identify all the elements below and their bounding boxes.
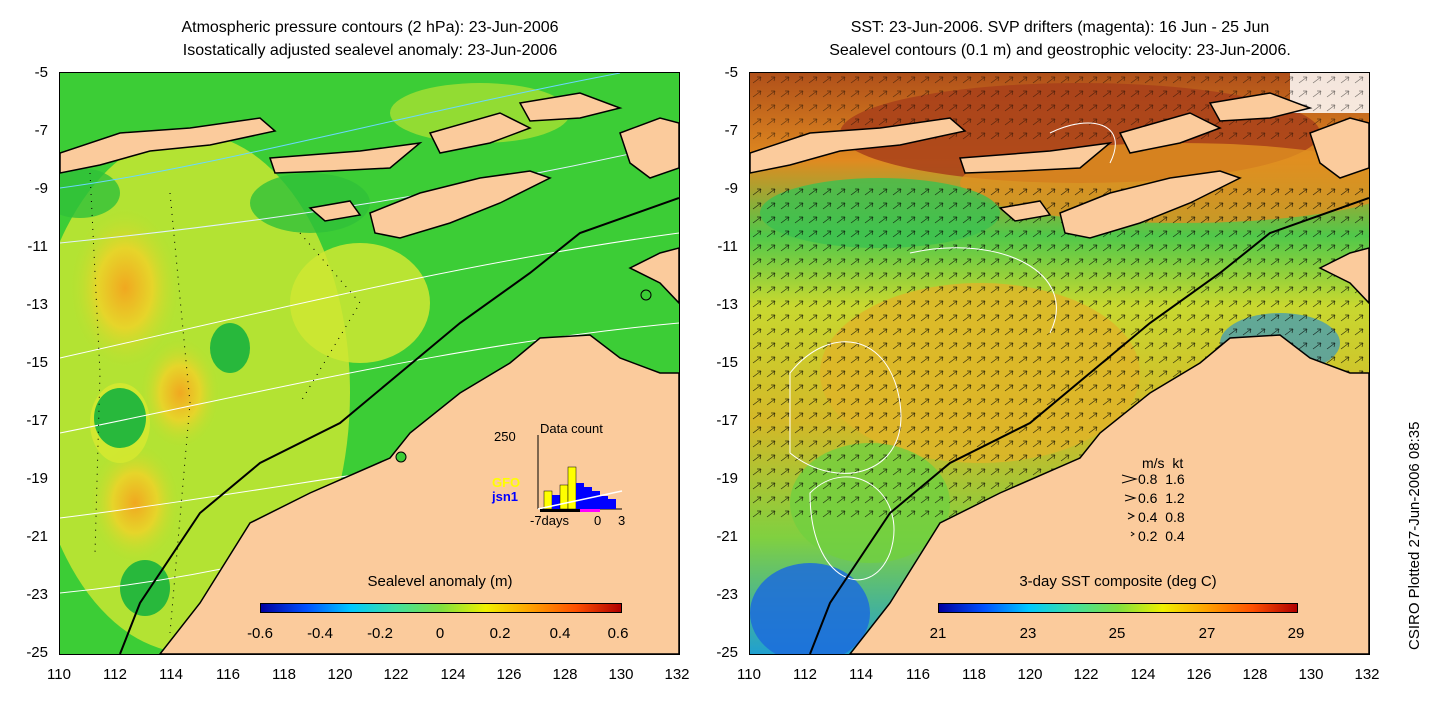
- left-x-tick: 116: [216, 666, 240, 683]
- data-count-histogram: Data count 250 GFO jsn1 -7days 0 3: [491, 421, 625, 528]
- left-y-tick: -7: [34, 122, 48, 139]
- right-x-tick: 116: [906, 666, 930, 683]
- left-colorbar-tick: 0.4: [549, 625, 571, 642]
- velocity-legend-row: 0.4 0.8: [1138, 509, 1185, 525]
- right-colorbar-tick: 23: [1019, 625, 1037, 642]
- right-x-tick: 130: [1298, 666, 1324, 683]
- left-title-line2: Isostatically adjusted sealevel anomaly:…: [182, 42, 558, 59]
- right-title-line1: SST: 23-Jun-2006. SVP drifters (magenta)…: [850, 19, 1270, 36]
- right-y-tick: -11: [717, 238, 738, 255]
- velocity-legend-header: m/s kt: [1142, 455, 1184, 471]
- right-colorbar-tick: 29: [1287, 625, 1305, 642]
- right-x-tick: 120: [1017, 666, 1043, 683]
- velocity-legend-row: 0.6 1.2: [1138, 490, 1185, 506]
- credit-label: CSIRO Plotted 27-Jun-2006 08:35: [1406, 421, 1423, 650]
- left-colorbar-title: Sealevel anomaly (m): [367, 573, 513, 590]
- inset-series-gfo: GFO: [492, 475, 520, 490]
- left-y-tick: -15: [26, 354, 48, 371]
- left-x-tick: 118: [272, 666, 296, 683]
- right-y-tick: -15: [716, 354, 738, 371]
- left-y-tick: -17: [26, 412, 48, 429]
- right-y-tick: -7: [724, 122, 738, 139]
- right-map-panel: m/s kt 0.8 1.6 0.6 1.2 0.4 0.8 0.2 0.4 3…: [749, 72, 1370, 655]
- inset-x-label-end: 3: [618, 513, 625, 528]
- velocity-legend-row: 0.2 0.4: [1138, 528, 1185, 544]
- right-y-tick: -19: [716, 470, 738, 487]
- velocity-legend: m/s kt 0.8 1.6 0.6 1.2 0.4 0.8 0.2 0.4: [1120, 455, 1240, 545]
- right-y-tick: -25: [716, 644, 738, 661]
- left-x-tick: 114: [159, 666, 183, 683]
- left-x-tick: 120: [327, 666, 353, 683]
- inset-x-label-zero: 0: [594, 513, 601, 528]
- right-colorbar-title: 3-day SST composite (deg C): [1019, 573, 1217, 590]
- left-colorbar-tick: 0.6: [607, 625, 629, 642]
- velocity-legend-row: 0.8 1.6: [1138, 471, 1185, 487]
- right-y-tick: -23: [716, 586, 738, 603]
- histogram-bars: [543, 466, 616, 510]
- inset-title: Data count: [540, 421, 603, 436]
- left-colorbar-tick: -0.4: [307, 625, 333, 642]
- right-y-tick: -13: [716, 296, 738, 313]
- left-title-line1: Atmospheric pressure contours (2 hPa): 2…: [181, 19, 559, 36]
- left-x-tick: 130: [608, 666, 634, 683]
- left-y-tick: -25: [26, 644, 48, 661]
- left-y-tick: -9: [34, 180, 48, 197]
- right-x-tick: 110: [737, 666, 761, 683]
- left-x-tick: 112: [103, 666, 127, 683]
- right-x-tick: 124: [1130, 666, 1156, 683]
- right-colorbar-tick: 27: [1198, 625, 1216, 642]
- right-x-tick: 122: [1073, 666, 1099, 683]
- right-colorbar: [938, 603, 1298, 613]
- left-x-tick: 128: [552, 666, 578, 683]
- velocity-legend-arrows: [1121, 474, 1138, 537]
- left-map-panel: Data count 250 GFO jsn1 -7days 0 3 Seale…: [59, 72, 680, 655]
- left-colorbar-tick: -0.2: [367, 625, 393, 642]
- left-x-tick: 124: [440, 666, 466, 683]
- left-y-tick: -19: [26, 470, 48, 487]
- left-x-tick: 126: [496, 666, 522, 683]
- right-y-tick: -21: [716, 528, 738, 545]
- right-x-tick: 126: [1186, 666, 1212, 683]
- left-colorbar-tick: -0.6: [247, 625, 273, 642]
- left-y-tick: -21: [26, 528, 48, 545]
- right-x-tick: 118: [962, 666, 986, 683]
- right-colorbar-tick: 21: [929, 625, 947, 642]
- inset-x-label-start: -7days: [530, 513, 570, 528]
- right-x-tick: 128: [1242, 666, 1268, 683]
- right-y-tick: -17: [716, 412, 738, 429]
- left-x-tick: 110: [47, 666, 71, 683]
- right-y-tick: -5: [724, 64, 738, 81]
- left-colorbar-tick: 0.2: [489, 625, 511, 642]
- left-colorbar: [260, 603, 622, 613]
- left-colorbar-tick: 0: [435, 625, 445, 642]
- right-y-tick: -9: [724, 180, 738, 197]
- sst-map: [750, 73, 1369, 654]
- left-y-tick: -5: [34, 64, 48, 81]
- left-y-tick: -11: [27, 238, 48, 255]
- right-colorbar-tick: 25: [1108, 625, 1126, 642]
- right-x-tick: 112: [793, 666, 817, 683]
- data-count-inset: Data count 250 GFO jsn1 -7days 0 3: [480, 421, 630, 531]
- right-x-tick: 132: [1354, 666, 1380, 683]
- inset-series-jsn1: jsn1: [491, 489, 518, 504]
- right-x-tick: 114: [849, 666, 873, 683]
- right-title-line2: Sealevel contours (0.1 m) and geostrophi…: [829, 42, 1291, 59]
- left-x-tick: 132: [664, 666, 690, 683]
- inset-ymax-label: 250: [494, 429, 516, 444]
- left-x-tick: 122: [383, 666, 409, 683]
- left-y-tick: -13: [26, 296, 48, 313]
- left-y-tick: -23: [26, 586, 48, 603]
- sealevel-anomaly-map: [60, 73, 679, 654]
